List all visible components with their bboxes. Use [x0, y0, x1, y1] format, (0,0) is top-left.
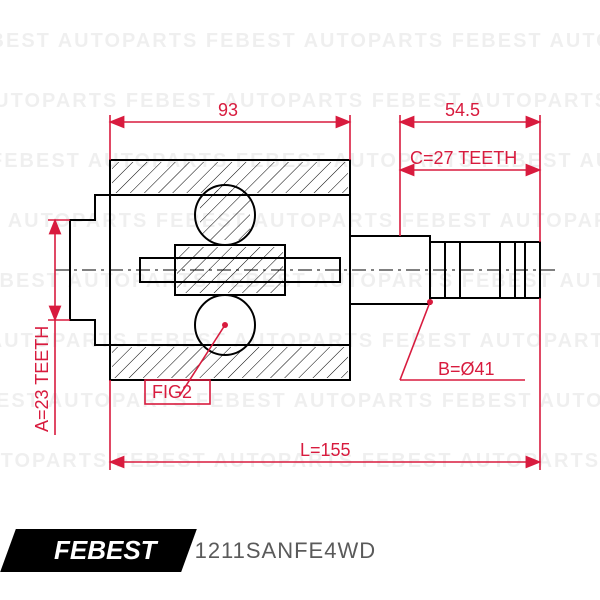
dim-a-teeth: A=23 TEETH	[32, 326, 52, 432]
dim-93: 93	[218, 100, 238, 120]
dim-54-5: 54.5	[445, 100, 480, 120]
brand-name: FEBEST	[54, 535, 157, 565]
drawing-canvas: 93 54.5 C=27 TEETH B=Ø41 FIG2 A=23 TEETH…	[0, 0, 600, 600]
dim-l: L=155	[300, 440, 351, 460]
dim-c-teeth: C=27 TEETH	[410, 148, 517, 168]
brand-logo: FEBEST	[22, 529, 175, 572]
cv-joint-body	[55, 160, 560, 380]
dim-b-dia: B=Ø41	[438, 359, 495, 379]
fig2-label: FIG2	[152, 382, 192, 402]
brand-footer: FEBEST 1211SANFE4WD	[22, 529, 376, 572]
part-number: 1211SANFE4WD	[195, 538, 377, 564]
